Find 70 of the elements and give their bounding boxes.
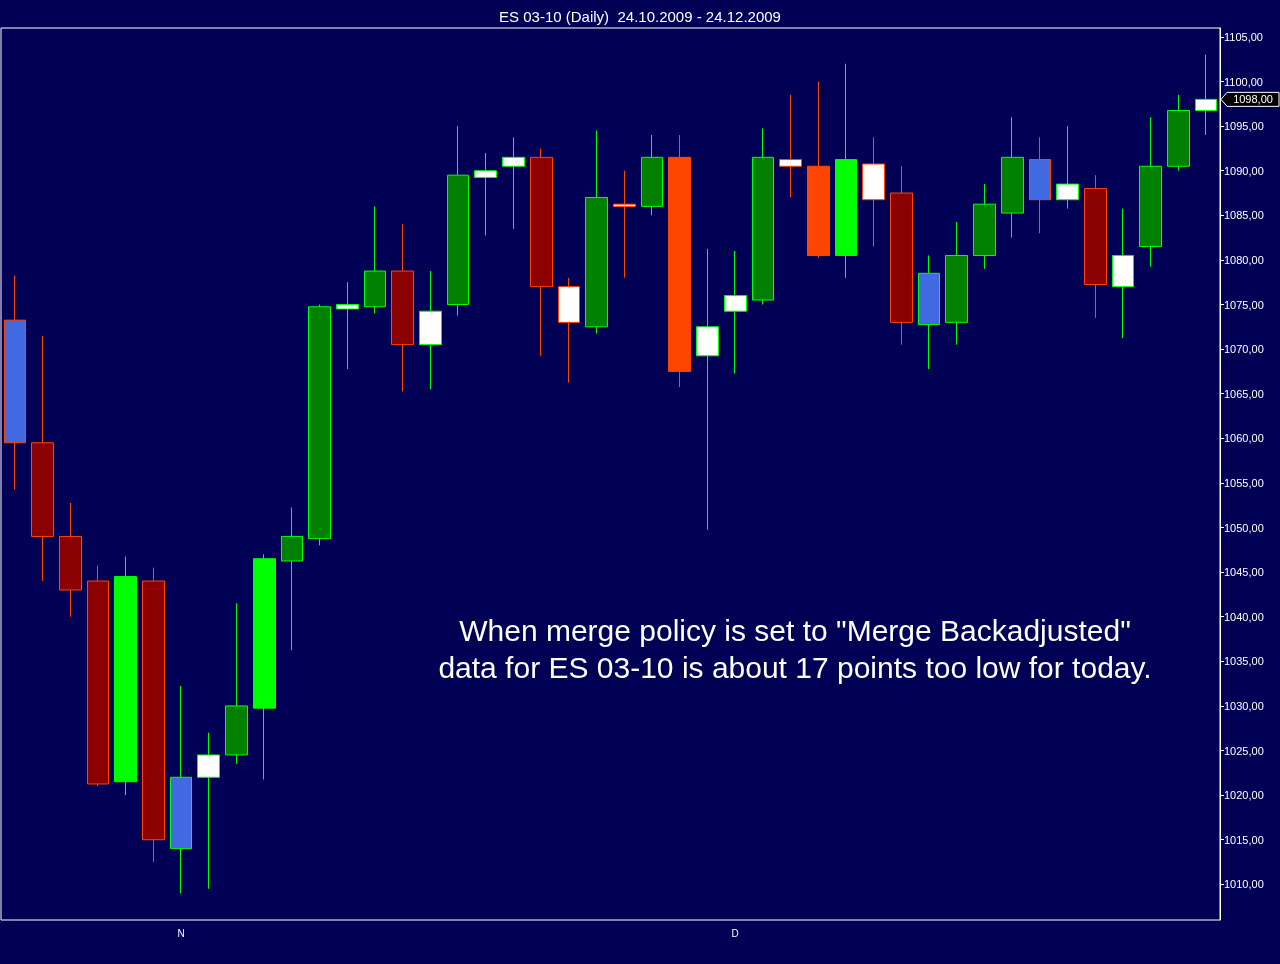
annotation: When merge policy is set to "Merge Backadjusted" (459, 613, 1131, 647)
candlestick (59, 502, 82, 618)
candlestick (613, 170, 636, 279)
y-tick-label: 1030,00 (1224, 699, 1264, 712)
candlestick (1112, 208, 1134, 339)
candlestick (87, 564, 109, 787)
candlestick (114, 556, 137, 796)
candlestick (835, 63, 857, 279)
y-tick-label: 1015,00 (1224, 833, 1264, 846)
y-tick-label: 1035,00 (1224, 655, 1264, 668)
candlestick (530, 147, 553, 357)
y-tick-label: 1075,00 (1224, 298, 1264, 311)
candlestick (1001, 116, 1024, 239)
candlestick (419, 270, 442, 390)
y-tick-label: 1085,00 (1224, 209, 1264, 222)
candlestick (142, 567, 165, 863)
candlestick (641, 134, 663, 216)
candlestick (752, 127, 774, 306)
candlestick (696, 248, 719, 531)
candlestick (1084, 174, 1107, 319)
y-tick-label: 1060,00 (1224, 432, 1264, 445)
y-tick-label: 1100,00 (1224, 75, 1263, 88)
candlestick (336, 281, 359, 370)
candlestick (558, 277, 580, 384)
candlestick (225, 602, 248, 765)
candlestick (945, 221, 968, 346)
y-tick-label: 1105,00 (1224, 30, 1263, 43)
y-tick-label: 1045,00 (1224, 566, 1264, 579)
chart-title: ES 03-10 (Daily) 24.10.2009 - 24.12.2009 (499, 8, 781, 25)
candlestick (1139, 116, 1162, 268)
candlestick (308, 304, 331, 546)
candlestick (973, 183, 996, 270)
x-tick-label: N (177, 927, 185, 939)
y-tick-label: 1065,00 (1224, 387, 1264, 400)
y-tick-label: 1040,00 (1224, 610, 1264, 623)
y-tick-label: 1070,00 (1224, 343, 1264, 356)
y-tick-label: 1095,00 (1224, 120, 1264, 133)
candlestick (862, 136, 885, 248)
candlestick (170, 685, 192, 894)
text: 1098,00 (1233, 93, 1273, 106)
y-tick-label: 1055,00 (1224, 476, 1264, 489)
candlestick (668, 134, 691, 388)
candlestick (364, 205, 386, 314)
candlestick (724, 250, 747, 375)
y-tick-label: 1050,00 (1224, 521, 1264, 534)
candlestick (1029, 136, 1051, 234)
annotation: data for ES 03-10 is about 17 points too low for today. (438, 650, 1152, 684)
candlestick (1056, 125, 1079, 210)
candlestick (447, 125, 469, 317)
y-tick-label: 1010,00 (1224, 878, 1264, 891)
y-tick-label: 1080,00 (1224, 253, 1264, 266)
candlestick (281, 506, 303, 651)
candlestick (890, 165, 913, 346)
candlestick (197, 732, 220, 890)
candlestick (1167, 94, 1190, 172)
candlestick (253, 553, 276, 781)
x-tick-label: D (731, 927, 739, 939)
candlestick (807, 81, 830, 259)
candlestick (585, 130, 608, 335)
candlestick (31, 335, 54, 582)
y-tick-label: 1025,00 (1224, 744, 1264, 757)
candlestick (391, 223, 414, 392)
candlestick (4, 275, 26, 491)
y-tick-label: 1020,00 (1224, 789, 1264, 802)
candlestick (502, 136, 525, 230)
candlestick (1195, 54, 1217, 136)
candlestick (474, 152, 497, 236)
candlestick (779, 94, 802, 198)
candlestick (918, 254, 940, 370)
y-tick-label: 1090,00 (1224, 164, 1264, 177)
